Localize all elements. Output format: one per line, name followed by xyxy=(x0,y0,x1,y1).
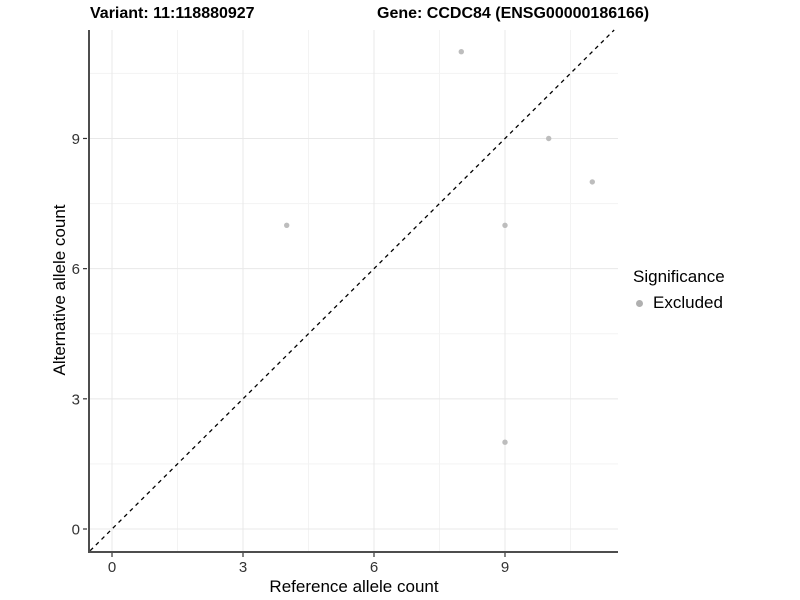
legend: Significance Excluded xyxy=(633,267,725,313)
y-tick-label: 3 xyxy=(72,391,80,408)
y-axis-title: Alternative allele count xyxy=(50,204,69,376)
data-point xyxy=(284,222,290,228)
data-point xyxy=(458,49,464,55)
plot-title-gene: Gene: CCDC84 (ENSG00000186166) xyxy=(377,5,650,22)
plot-title-variant: Variant: 11:118880927 xyxy=(90,5,255,22)
legend-title: Significance xyxy=(633,267,725,286)
x-tick-label: 3 xyxy=(239,559,247,576)
data-point xyxy=(589,179,595,185)
identity-dashed-line xyxy=(89,29,615,552)
x-axis-title: Reference allele count xyxy=(269,577,439,596)
x-tick-label: 6 xyxy=(370,559,378,576)
x-tick-label: 0 xyxy=(108,559,116,576)
legend-item-excluded: Excluded xyxy=(633,293,725,313)
legend-key-dot-icon xyxy=(636,299,643,307)
data-point xyxy=(502,222,508,228)
x-tick-label: 9 xyxy=(501,559,509,576)
y-tick-label: 9 xyxy=(72,131,80,148)
legend-item-label: Excluded xyxy=(653,293,723,312)
data-point xyxy=(546,135,552,142)
y-tick-label: 0 xyxy=(72,522,80,539)
y-tick-label: 6 xyxy=(72,261,80,278)
data-point xyxy=(502,439,508,445)
